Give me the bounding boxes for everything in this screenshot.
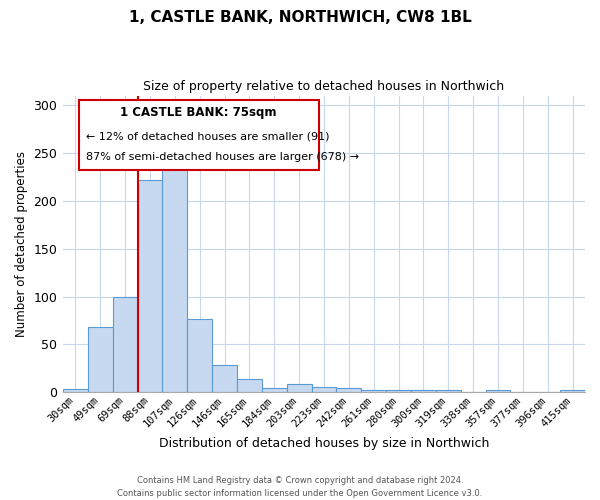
Bar (361, 390, 386, 392)
Text: ← 12% of detached houses are smaller (91): ← 12% of detached houses are smaller (91… (86, 132, 330, 141)
Bar (436, 390, 461, 392)
Text: Contains HM Land Registry data © Crown copyright and database right 2024.
Contai: Contains HM Land Registry data © Crown c… (118, 476, 482, 498)
Bar (485, 390, 511, 392)
Bar (88, 327, 113, 392)
Bar (237, 379, 262, 392)
Title: Size of property relative to detached houses in Northwich: Size of property relative to detached ho… (143, 80, 505, 93)
Bar (113, 296, 137, 392)
Bar (262, 388, 287, 392)
Bar (311, 386, 337, 392)
X-axis label: Distribution of detached houses by size in Northwich: Distribution of detached houses by size … (159, 437, 489, 450)
Bar (337, 388, 361, 392)
Text: 1, CASTLE BANK, NORTHWICH, CW8 1BL: 1, CASTLE BANK, NORTHWICH, CW8 1BL (128, 10, 472, 25)
Bar (163, 158, 187, 392)
FancyBboxPatch shape (79, 100, 319, 170)
Bar (187, 318, 212, 392)
Text: 87% of semi-detached houses are larger (678) →: 87% of semi-detached houses are larger (… (86, 152, 359, 162)
Bar (560, 390, 585, 392)
Bar (212, 364, 237, 392)
Bar (287, 384, 311, 392)
Bar (63, 390, 88, 392)
Bar (137, 180, 163, 392)
Bar (411, 390, 436, 392)
Text: 1 CASTLE BANK: 75sqm: 1 CASTLE BANK: 75sqm (121, 106, 277, 119)
Y-axis label: Number of detached properties: Number of detached properties (15, 151, 28, 337)
Bar (386, 390, 411, 392)
